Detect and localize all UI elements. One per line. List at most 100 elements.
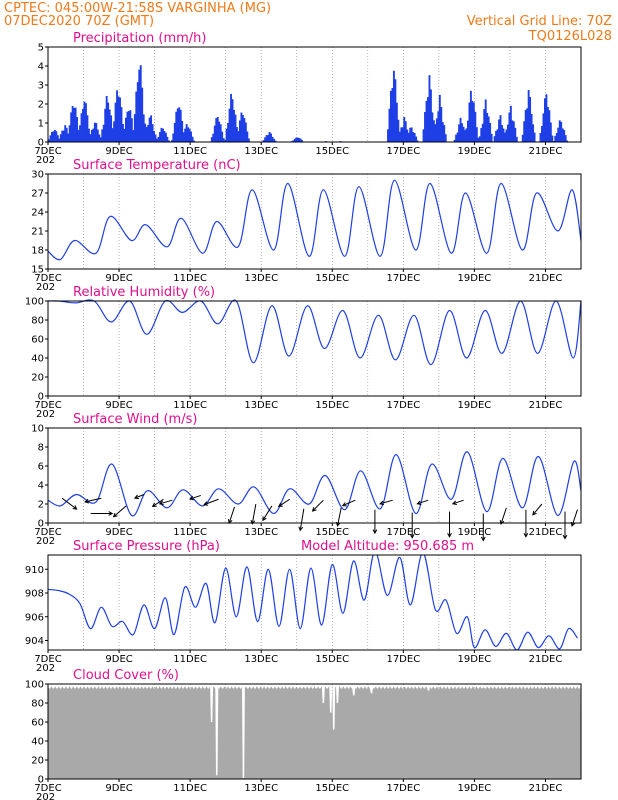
precip-bar <box>264 137 267 142</box>
wind-arrow-shaft <box>500 507 507 525</box>
precip-bar <box>295 137 298 142</box>
wind-arrow-head <box>277 502 283 507</box>
precip-bar <box>514 127 517 142</box>
precip-bar <box>441 122 444 142</box>
wind-arrow-head <box>262 516 267 522</box>
precip-bar <box>466 120 469 142</box>
precip-bar <box>551 135 554 142</box>
x-tick-label: 21DEC <box>529 273 563 284</box>
precip-bar <box>468 102 471 142</box>
precip-bar <box>532 124 535 142</box>
wind-arrow-head <box>523 532 529 538</box>
precip-bar <box>555 132 558 142</box>
precip-bar <box>216 116 219 142</box>
precip-bar <box>440 107 443 142</box>
precip-bar <box>487 116 490 142</box>
y-tick-label: 3 <box>38 81 44 92</box>
model-name: TQ0126L028 <box>528 29 612 44</box>
precip-bar <box>148 117 151 142</box>
precip-bar <box>489 123 492 142</box>
wind-arrow-shaft <box>278 498 290 507</box>
precip-bar <box>478 136 481 142</box>
precip-bar <box>87 128 90 142</box>
precip-bar <box>462 126 465 142</box>
wind-arrow-head <box>451 500 457 505</box>
precip-bar <box>533 132 536 142</box>
precip-bar <box>191 136 194 142</box>
y-tick-label: 40 <box>31 737 44 748</box>
wind-arrow-shaft <box>152 498 164 507</box>
x-tick-label: 7DEC <box>34 273 61 284</box>
wind-arrow-head <box>203 501 209 506</box>
precip-bar <box>247 138 250 142</box>
year-label-truncated: 202 <box>36 282 55 293</box>
x-tick-label: 17DEC <box>386 654 420 665</box>
panel-title: Cloud Cover (%) <box>73 668 179 683</box>
precip-bar <box>141 87 144 142</box>
precip-bar <box>416 140 419 142</box>
x-tick-label: 21DEC <box>529 527 563 538</box>
precip-bar <box>501 125 503 142</box>
wind-arrow-head <box>250 519 256 525</box>
year-label-truncated: 202 <box>36 663 55 674</box>
precip-bar <box>96 129 99 142</box>
y-tick-label: 10 <box>31 424 44 435</box>
precip-bar <box>166 136 169 142</box>
year-label-truncated: 202 <box>36 409 55 420</box>
wind-arrow-shaft <box>84 497 102 503</box>
wind-arrow-shaft <box>189 494 201 500</box>
precip-bar <box>188 128 191 142</box>
x-tick-label: 21DEC <box>529 400 563 411</box>
precip-bar <box>241 115 244 142</box>
precip-bar <box>474 111 477 142</box>
precip-bar <box>187 127 190 142</box>
precip-bar <box>114 102 117 142</box>
precip-bar <box>227 123 230 142</box>
precip-bar <box>407 132 410 142</box>
precip-bar <box>175 111 178 142</box>
precip-bar <box>271 136 274 142</box>
precip-bar <box>469 90 472 142</box>
wind-arrow-head <box>72 505 78 510</box>
precip-bar <box>410 127 413 142</box>
wind-arrow-head <box>480 536 486 542</box>
y-tick-label: 24 <box>31 208 44 219</box>
y-tick-label: 8 <box>38 443 44 454</box>
precip-bar <box>236 127 238 142</box>
wind-arrow-shaft <box>299 508 305 531</box>
wind-arrow-shaft <box>417 499 429 505</box>
precip-bar <box>222 138 225 142</box>
precip-bar <box>107 102 110 142</box>
precip-bar <box>529 97 532 142</box>
precip-bar <box>435 118 438 142</box>
y-tick-label: 60 <box>31 335 44 346</box>
precip-bar <box>70 112 73 142</box>
precip-bar <box>293 138 296 142</box>
precip-bar <box>560 121 563 142</box>
x-tick-label: 7DEC <box>34 783 61 794</box>
y-tick-label: 20 <box>31 373 44 384</box>
precip-bar <box>48 139 50 142</box>
panel-frame <box>47 300 582 397</box>
y-tick-label: 60 <box>31 718 44 729</box>
precip-bar <box>530 114 533 142</box>
x-tick-label: 13DEC <box>244 527 278 538</box>
precip-bar <box>117 96 120 142</box>
precip-bar <box>401 127 404 142</box>
precip-bar <box>218 121 221 142</box>
precip-bar <box>493 136 496 142</box>
precip-bar <box>123 128 126 142</box>
precip-bar <box>167 140 170 142</box>
y-tick-label: 910 <box>25 565 44 576</box>
y-tick-label: 0 <box>38 392 44 403</box>
precip-bar <box>98 134 101 142</box>
precip-bar <box>92 128 95 142</box>
x-tick-label: 9DEC <box>105 146 132 157</box>
year-label-truncated: 202 <box>36 536 55 547</box>
precip-bar <box>101 129 104 142</box>
precip-bar <box>230 93 232 142</box>
x-tick-label: 15DEC <box>315 654 349 665</box>
precip-bar <box>173 122 176 142</box>
precip-bar <box>82 108 84 142</box>
precip-bar <box>526 108 529 142</box>
